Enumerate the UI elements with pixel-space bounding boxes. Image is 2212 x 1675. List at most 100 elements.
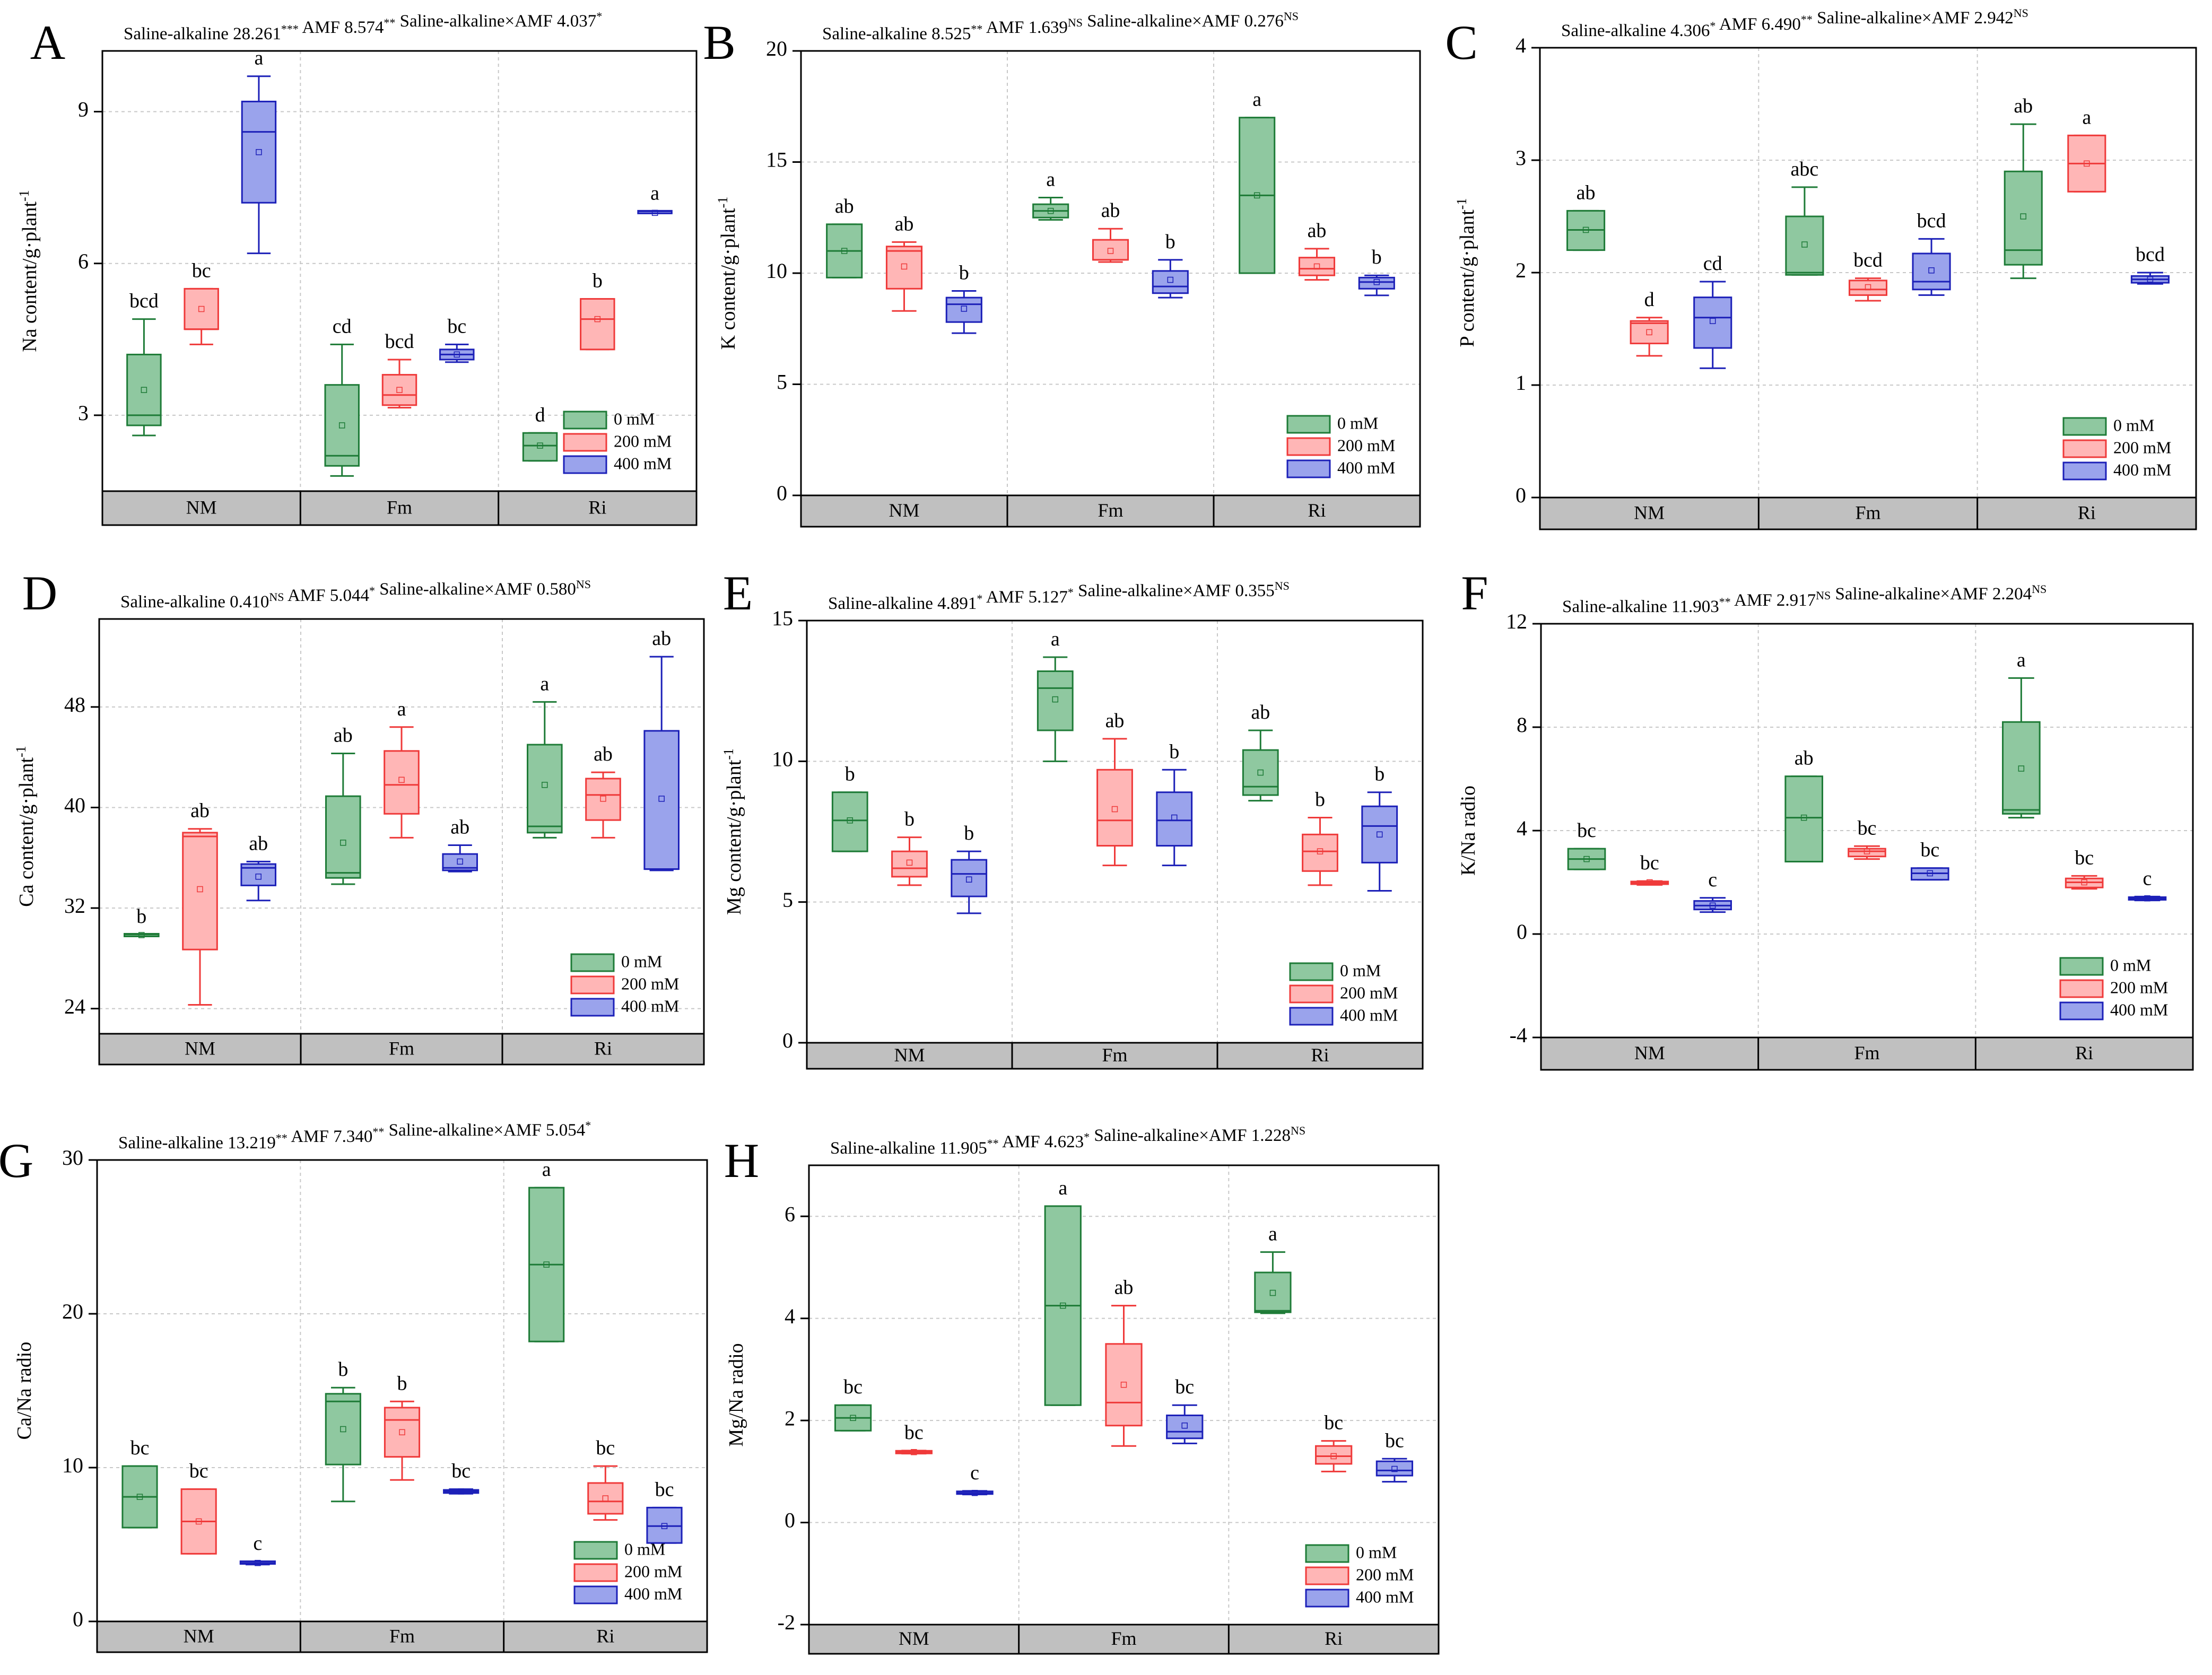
legend-swatch-0 — [573, 1541, 618, 1560]
stats-header: Saline-alkaline 4.891* AMF 5.127* Saline… — [828, 579, 1290, 613]
significance-label: a — [650, 182, 659, 204]
stat-sig: NS — [269, 590, 284, 604]
box-mean-marker — [651, 210, 658, 216]
category-band — [800, 494, 1421, 528]
box-mean-marker — [1800, 814, 1807, 821]
category-label-fm: Fm — [1111, 1628, 1136, 1649]
significance-label: bc — [130, 1437, 150, 1459]
legend-swatch-2 — [563, 455, 607, 474]
category-label-nm: NM — [1634, 502, 1665, 523]
box-mean-marker — [396, 387, 403, 393]
box-ri-0mm: ab — [2004, 95, 2043, 280]
box-mean-marker — [1111, 806, 1118, 813]
box-mean-marker — [1107, 248, 1114, 254]
legend-label: 0 mM — [614, 409, 655, 428]
box-mean-marker — [1167, 276, 1174, 283]
legend-label: 200 mM — [624, 1561, 682, 1581]
legend-label: 400 mM — [1356, 1587, 1414, 1606]
y-tick-label: 4 — [785, 1304, 795, 1328]
stat-sig: * — [1710, 19, 1715, 32]
box-mean-marker — [1257, 769, 1264, 776]
y-tick-label: 0 — [782, 1028, 793, 1052]
significance-label: a — [2017, 649, 2026, 671]
box-iqr — [891, 850, 928, 878]
legend-swatch-1 — [1286, 437, 1331, 456]
panel-letter: A — [30, 15, 65, 69]
significance-label: b — [904, 808, 915, 831]
category-band — [96, 1620, 708, 1653]
significance-label: bcd — [1917, 210, 1946, 232]
stat-sig: ** — [276, 1131, 288, 1145]
box-mean-marker — [197, 886, 203, 893]
box-mean-marker — [141, 387, 147, 393]
panel-letter: F — [1461, 566, 1488, 620]
box-fm-0mm: b — [325, 1358, 361, 1503]
box-mean-marker — [600, 796, 606, 802]
box-iqr — [1254, 1271, 1292, 1313]
category-label-nm: NM — [185, 1037, 215, 1059]
significance-label: b — [1372, 246, 1382, 268]
category-label-ri: Ri — [2075, 1042, 2093, 1063]
significance-label: ab — [835, 195, 854, 217]
y-axis-label: K content/g·plant-1 — [715, 197, 739, 350]
legend-label: 0 mM — [1356, 1542, 1397, 1561]
box-fm-0mm: a — [1037, 628, 1074, 762]
box-mean-marker — [2020, 213, 2027, 220]
box-fm-200mm: ab — [1092, 199, 1129, 263]
box-fm-0mm: a — [1044, 1177, 1082, 1406]
stat-sig: NS — [576, 578, 591, 591]
box-mean-marker — [255, 1560, 261, 1566]
box-ri-0mm: a — [2002, 649, 2041, 819]
significance-label: b — [845, 763, 855, 786]
y-tick-label: 2 — [785, 1406, 795, 1430]
box-mean-marker — [2081, 879, 2087, 886]
chart-panel-B: B Saline-alkaline 8.525** AMF 1.639NS Sal… — [703, 10, 1421, 528]
category-label-nm: NM — [894, 1044, 925, 1066]
significance-label: b — [1169, 740, 1179, 763]
significance-label: bc — [1858, 817, 1877, 839]
stat-text: Saline-alkaline×AMF 2.942 — [1813, 8, 2014, 28]
stat-text: AMF 5.127 — [982, 588, 1067, 607]
box-nm-0mm: bc — [834, 1376, 872, 1432]
significance-label: ab — [652, 627, 671, 650]
box-iqr — [325, 1393, 361, 1465]
box-fm-200mm: ab — [1096, 710, 1133, 867]
legend-label: 400 mM — [614, 453, 672, 473]
box-nm-200mm: d — [1630, 289, 1669, 357]
y-tick-label: 5 — [777, 370, 787, 394]
stats-header: Saline-alkaline 8.525** AMF 1.639NS Sali… — [822, 10, 1299, 43]
box-mean-marker — [1865, 284, 1871, 291]
box-iqr — [126, 353, 162, 426]
category-label-fm: Fm — [1098, 500, 1123, 521]
box-iqr — [1092, 239, 1129, 261]
stat-text: AMF 2.917 — [1731, 591, 1816, 610]
box-nm-0mm: bcd — [126, 290, 162, 437]
box-ri-200mm: bc — [587, 1437, 624, 1521]
box-iqr — [325, 795, 361, 879]
box-mean-marker — [1928, 267, 1935, 274]
box-mean-marker — [136, 1494, 143, 1500]
box-nm-200mm: bc — [1630, 852, 1669, 886]
significance-label: c — [970, 1462, 979, 1484]
box-fm-0mm: a — [1032, 169, 1069, 221]
box-fm-0mm: ab — [325, 725, 361, 885]
box-iqr — [1105, 1343, 1143, 1427]
category-label-fm: Fm — [1854, 1042, 1879, 1063]
significance-label: bc — [1324, 1412, 1343, 1434]
box-nm-0mm: bc — [1567, 819, 1606, 870]
box-mean-marker — [1047, 207, 1054, 214]
y-axis-label-sup: -1 — [1454, 198, 1469, 210]
box-iqr — [1302, 833, 1338, 872]
panel-letter: E — [723, 566, 753, 620]
stat-text: Saline-alkaline×AMF 1.228 — [1090, 1126, 1291, 1145]
box-mean-marker — [1582, 226, 1589, 233]
box-mean-marker — [971, 1489, 978, 1496]
legend-swatch-1 — [573, 1563, 618, 1582]
box-iqr — [580, 298, 615, 351]
stat-text: AMF 6.490 — [1715, 15, 1800, 34]
stat-sig: * — [977, 592, 982, 605]
legend-swatch-2 — [2062, 461, 2107, 481]
box-ri-200mm: ab — [1298, 220, 1336, 281]
box-iqr — [1156, 791, 1193, 847]
box-mean-marker — [1052, 696, 1059, 703]
